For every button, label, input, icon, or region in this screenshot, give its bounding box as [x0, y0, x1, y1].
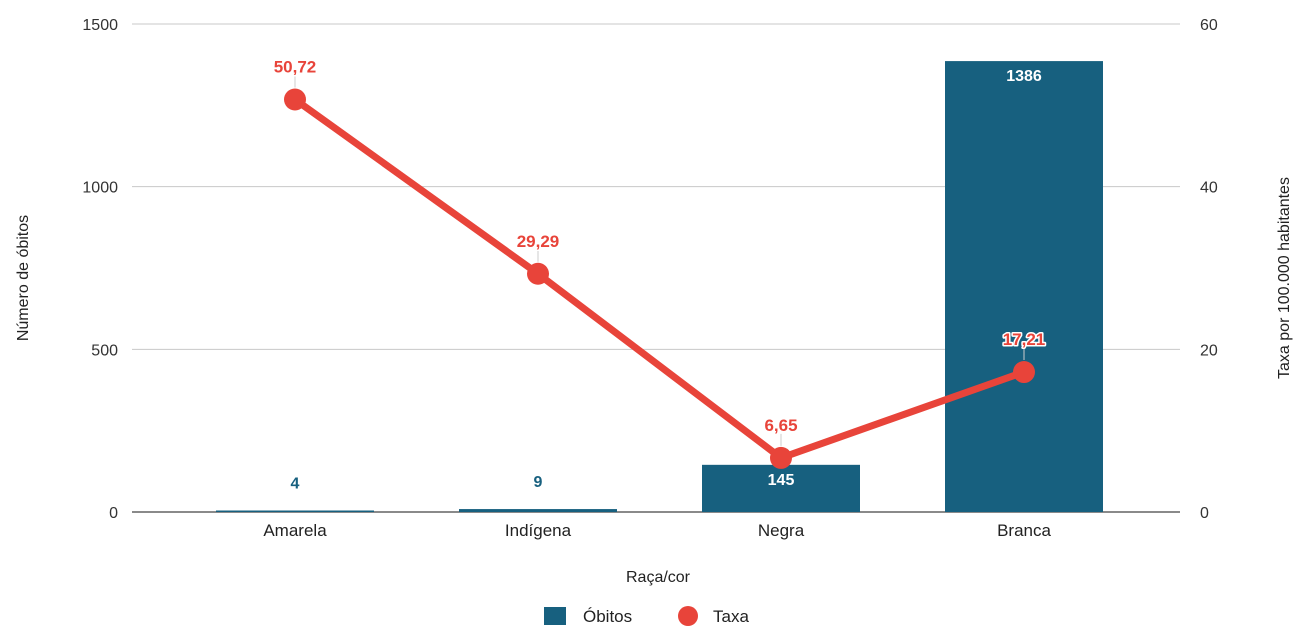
x-tick-label: Amarela — [263, 521, 327, 540]
y-tick-label: 500 — [91, 342, 118, 359]
y-tick-label: 1500 — [82, 17, 118, 34]
y-tick-label: 0 — [109, 505, 118, 522]
legend-swatch-obitos — [544, 607, 566, 625]
legend-label-taxa: Taxa — [713, 607, 749, 626]
bar — [945, 61, 1103, 512]
line-point — [770, 446, 792, 469]
y2-tick-label: 0 — [1200, 505, 1209, 522]
line-value-label: 50,72 — [274, 57, 317, 76]
bar — [459, 509, 617, 512]
y2-tick-label: 40 — [1200, 180, 1218, 197]
bar-value-label: 9 — [534, 474, 543, 491]
line-point — [1013, 361, 1035, 384]
y-tick-label: 1000 — [82, 180, 118, 197]
category-labels: Amarela Indígena Negra Branca — [263, 521, 1051, 540]
legend-label-obitos: Óbitos — [583, 607, 632, 626]
line-value-label: 17,21 — [1003, 330, 1046, 349]
bar — [216, 510, 374, 512]
line-value-label: 6,65 — [764, 416, 797, 435]
legend: Óbitos Taxa — [544, 606, 749, 626]
y-axis-title: Número de óbitos — [15, 215, 32, 341]
x-tick-label: Indígena — [505, 521, 572, 540]
taxa-line — [291, 95, 1028, 462]
bar-value-label: 4 — [291, 476, 300, 493]
right-axis-ticks: 0 20 40 60 — [1200, 17, 1218, 522]
bar — [702, 464, 860, 512]
line-series-taxa: 50,72 29,29 6,65 17,21 — [272, 56, 1047, 469]
line-point — [284, 88, 306, 111]
x-tick-label: Negra — [758, 521, 805, 540]
bar-value-label: 1386 — [1006, 68, 1042, 85]
y2-axis-title: Taxa por 100.000 habitantes — [1276, 177, 1293, 379]
line-point — [527, 262, 549, 285]
legend-swatch-taxa — [678, 606, 698, 626]
line-value-label: 29,29 — [517, 232, 560, 251]
x-tick-label: Branca — [997, 521, 1051, 540]
left-axis-ticks: 0 500 1000 1500 — [82, 17, 118, 522]
y2-tick-label: 20 — [1200, 342, 1218, 359]
bar-series-obitos: 4 9 145 1386 — [216, 61, 1103, 512]
x-axis-title: Raça/cor — [626, 569, 691, 586]
bar-value-label: 145 — [768, 472, 795, 489]
y2-tick-label: 60 — [1200, 17, 1218, 34]
